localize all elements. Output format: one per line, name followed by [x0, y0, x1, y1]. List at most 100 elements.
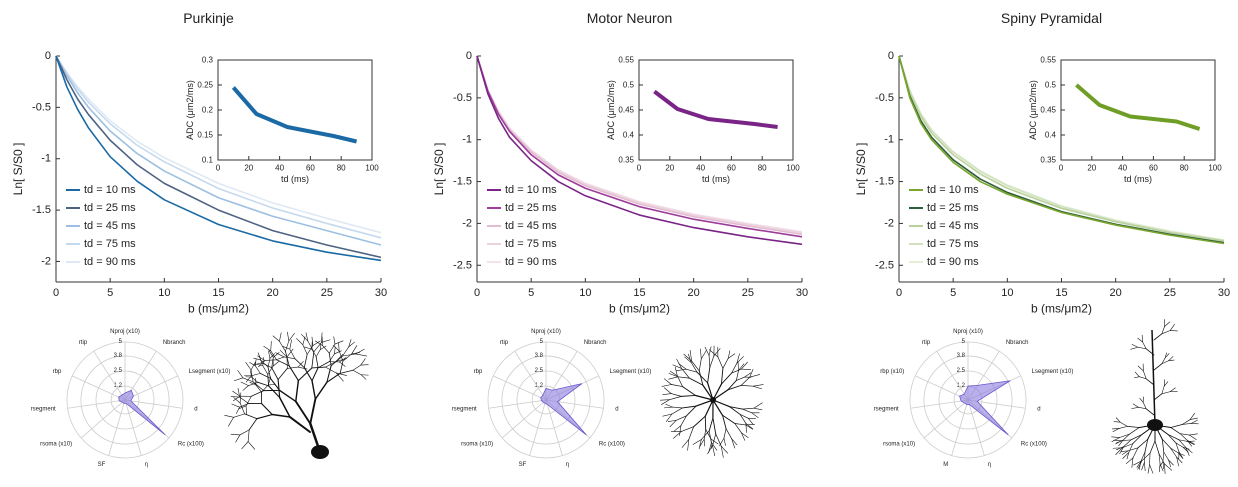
radar-spoke — [93, 350, 126, 401]
neurite — [342, 353, 357, 357]
x-tick-label: 10 — [158, 287, 170, 299]
neurite — [235, 434, 241, 443]
radar-axis-label: Lsegment (x10) — [1032, 369, 1074, 375]
neurite — [282, 345, 291, 350]
neurite — [271, 367, 279, 380]
neurite — [1182, 446, 1190, 450]
neurite — [304, 346, 313, 350]
x-tick-label: 10 — [579, 287, 591, 299]
neurite — [739, 413, 747, 424]
neurite — [307, 340, 315, 353]
neurite — [315, 356, 319, 369]
radar-axis-label: Nbranch — [584, 340, 607, 346]
radar-axis-label: rtip — [79, 340, 88, 346]
neurite — [1154, 440, 1160, 454]
neurite — [1164, 321, 1171, 327]
y-tick-label: 0.45 — [1040, 106, 1056, 115]
neurite — [1153, 363, 1163, 371]
neurite — [1153, 393, 1163, 401]
neurite — [239, 429, 250, 436]
radar-axis-label: Rc (x100) — [599, 442, 625, 448]
neurite — [270, 350, 277, 361]
y-axis-label: ADC (μm2/ms) — [1028, 80, 1038, 140]
neurite — [662, 393, 672, 395]
neurite — [685, 368, 698, 373]
y-tick-label: -0.5 — [32, 101, 51, 113]
x-axis-label: td (ms) — [702, 174, 730, 184]
neurite — [681, 405, 697, 409]
neurite — [712, 417, 717, 435]
neurite — [679, 425, 682, 436]
neurite — [240, 381, 249, 386]
radar-axis-label: rsegment — [31, 407, 56, 413]
neurite — [1168, 459, 1174, 466]
neurite — [745, 423, 754, 430]
y-tick-label: 0.5 — [623, 81, 635, 90]
neurite — [753, 402, 763, 409]
neurite — [675, 415, 687, 421]
neurite — [708, 349, 719, 358]
neurite — [668, 373, 679, 378]
neurite — [1176, 456, 1183, 464]
neurite — [1159, 463, 1164, 472]
neurite — [249, 382, 257, 386]
neurite — [262, 357, 264, 367]
soma — [311, 445, 329, 459]
neurite — [338, 342, 340, 352]
radar-axis-label: Nbranch — [163, 340, 186, 346]
neurite — [294, 400, 312, 425]
y-axis-label: ADC (μm2/ms) — [185, 80, 195, 140]
neurite — [1127, 426, 1140, 428]
y-tick-label: -1.5 — [32, 204, 51, 216]
y-axis-label: Ln[ S/S0 ] — [11, 143, 25, 196]
radar-axis-label: rsegment — [874, 407, 899, 413]
neurite — [681, 439, 690, 448]
radar-axis-label: rbp — [474, 369, 483, 375]
neurite — [1116, 446, 1125, 451]
neurite — [1149, 440, 1156, 454]
neurite — [253, 357, 262, 361]
neurite — [326, 372, 341, 383]
neurite — [1189, 417, 1198, 420]
neurite — [727, 350, 731, 359]
radar-spoke — [923, 399, 969, 439]
neurite — [224, 415, 234, 418]
radar-axis-label: η — [988, 462, 991, 468]
y-tick-label: -2.5 — [453, 259, 472, 271]
radar-spoke — [501, 399, 547, 439]
neurite — [742, 408, 753, 414]
neurite — [727, 379, 737, 391]
neurite — [1178, 451, 1183, 459]
x-tick-label: 30 — [1218, 287, 1230, 299]
neurite — [259, 373, 271, 379]
neurite — [248, 418, 258, 431]
series-line — [898, 55, 1225, 244]
neurite — [1189, 433, 1198, 436]
neurite — [1177, 452, 1185, 456]
series-line — [898, 55, 1225, 241]
radar-spoke — [514, 350, 547, 401]
neurite — [321, 339, 331, 343]
x-tick-label: 100 — [1208, 164, 1222, 173]
neurite — [1158, 453, 1165, 465]
neurite — [696, 371, 709, 384]
neurite — [297, 367, 313, 382]
neurite — [660, 399, 670, 401]
soma — [710, 397, 716, 403]
neurite — [706, 382, 714, 401]
neurite — [255, 384, 262, 393]
neurite — [1145, 378, 1155, 386]
neurite — [315, 349, 321, 357]
x-tick-label: 25 — [321, 287, 333, 299]
neurite — [249, 362, 256, 367]
neurite — [261, 384, 269, 393]
neurite — [1175, 442, 1180, 453]
x-tick-label: 40 — [696, 164, 705, 173]
neurite — [670, 393, 682, 397]
neurite — [744, 372, 752, 378]
neurite — [708, 346, 712, 356]
neurite — [261, 403, 273, 416]
neurite — [1137, 346, 1147, 350]
x-tick-label: 20 — [267, 287, 279, 299]
neurite — [239, 402, 245, 415]
